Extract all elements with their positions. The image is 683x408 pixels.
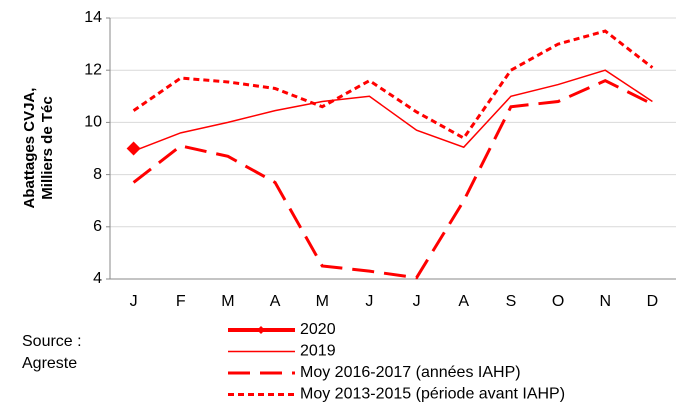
series-line [133, 69, 653, 152]
x-tick-label: N [599, 293, 611, 310]
x-tick-label: O [552, 293, 564, 310]
x-tick-label: D [647, 293, 659, 310]
series-line [132, 29, 654, 141]
x-tick-label: S [506, 293, 517, 310]
source-name: Agreste [22, 355, 77, 372]
x-tick-label: A [270, 293, 281, 310]
x-tick-label: F [176, 293, 186, 310]
legend-label: 2019 [300, 343, 336, 360]
y-tick-label: 8 [93, 166, 102, 183]
y-label-line: Milliers de Téc [39, 96, 56, 199]
x-tick-label: M [316, 293, 329, 310]
y-label-line: Abattages CVJA, [21, 88, 38, 209]
legend-label: 2020 [300, 321, 336, 338]
y-tick-label: 4 [93, 270, 102, 287]
x-tick-label: J [413, 293, 421, 310]
x-tick-label: J [130, 293, 138, 310]
legend-marker [257, 326, 265, 334]
x-tick-label: A [458, 293, 469, 310]
source-label: Source : [22, 333, 82, 350]
y-tick-label: 6 [93, 218, 102, 235]
y-axis-label: Abattages CVJA, Milliers de Téc [21, 88, 56, 209]
x-tick-label: M [221, 293, 234, 310]
legend-label: Moy 2013-2015 (période avant IAHP) [300, 386, 565, 403]
y-tick-label: 14 [84, 9, 102, 26]
x-tick-label: J [365, 293, 373, 310]
legend-label: Moy 2016-2017 (années IAHP) [300, 364, 521, 381]
series-marker [126, 141, 141, 156]
series-line [132, 78, 654, 280]
y-tick-label: 12 [84, 61, 102, 78]
y-tick-label: 10 [84, 114, 102, 131]
